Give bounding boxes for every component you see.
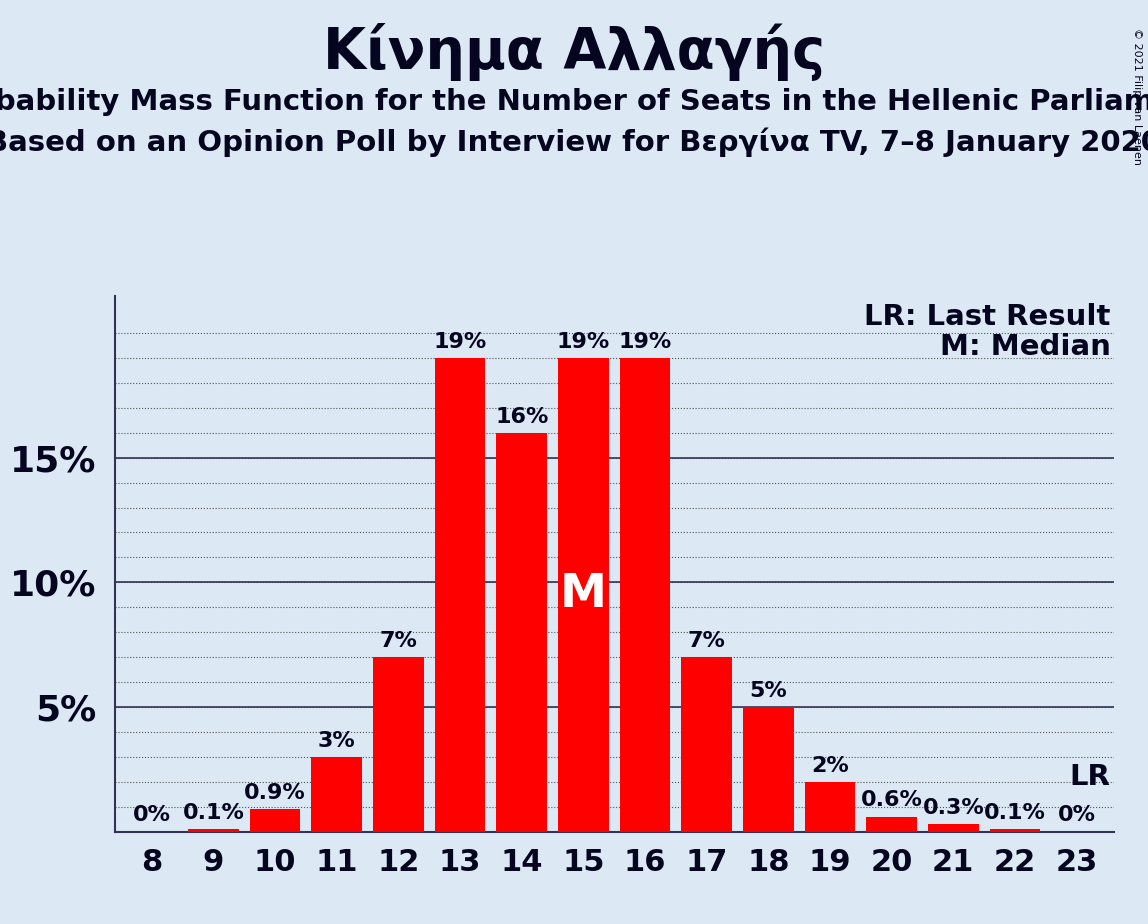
Text: 3%: 3%: [318, 731, 356, 750]
Text: 7%: 7%: [380, 631, 418, 650]
Text: 19%: 19%: [434, 332, 487, 352]
Text: 0.9%: 0.9%: [245, 783, 307, 803]
Bar: [743, 707, 793, 832]
Text: M: Median: M: Median: [939, 333, 1110, 361]
Text: 2%: 2%: [812, 756, 848, 775]
Text: Probability Mass Function for the Number of Seats in the Hellenic Parliament: Probability Mass Function for the Number…: [0, 88, 1148, 116]
Text: Κίνημα Αλλαγής: Κίνημα Αλλαγής: [323, 23, 825, 81]
Text: 0.6%: 0.6%: [861, 790, 923, 810]
Bar: [558, 358, 608, 832]
Text: Based on an Opinion Poll by Interview for Βεργίνα TV, 7–8 January 2020: Based on an Opinion Poll by Interview fo…: [0, 128, 1148, 157]
Bar: [188, 829, 239, 832]
Text: © 2021 Filip van Laenen: © 2021 Filip van Laenen: [1132, 28, 1142, 164]
Text: 0%: 0%: [133, 806, 171, 825]
Bar: [373, 657, 424, 832]
Bar: [620, 358, 670, 832]
Bar: [805, 782, 855, 832]
Text: 16%: 16%: [495, 407, 549, 427]
Bar: [682, 657, 732, 832]
Text: M: M: [560, 572, 607, 617]
Text: 0.1%: 0.1%: [984, 803, 1046, 823]
Text: 19%: 19%: [557, 332, 610, 352]
Text: 7%: 7%: [688, 631, 726, 650]
Text: 5%: 5%: [750, 681, 788, 700]
Text: LR: Last Result: LR: Last Result: [864, 303, 1110, 331]
Text: 0%: 0%: [1057, 806, 1095, 825]
Text: 0.3%: 0.3%: [922, 798, 984, 818]
Text: LR: LR: [1070, 762, 1110, 791]
Bar: [990, 829, 1040, 832]
Text: 0.1%: 0.1%: [183, 803, 245, 823]
Bar: [928, 824, 978, 832]
Bar: [496, 432, 546, 832]
Bar: [867, 817, 917, 832]
Bar: [250, 809, 301, 832]
Bar: [435, 358, 486, 832]
Bar: [311, 757, 362, 832]
Text: 19%: 19%: [619, 332, 672, 352]
